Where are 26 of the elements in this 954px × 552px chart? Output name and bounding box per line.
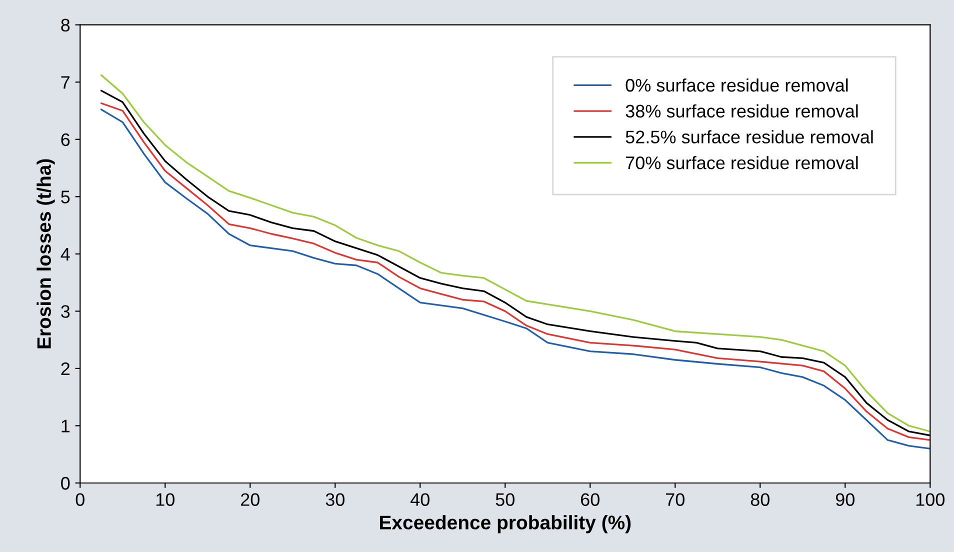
y-tick-label: 3 — [61, 305, 70, 318]
x-tick-label: 50 — [496, 493, 514, 506]
legend-label: 0% surface residue removal — [626, 78, 848, 92]
y-tick-label: 2 — [61, 362, 70, 375]
x-tick-label: 10 — [156, 493, 174, 506]
y-tick-label: 0 — [61, 476, 70, 490]
y-axis-title: Erosion losses (t/ha) — [36, 159, 55, 348]
x-tick-label: 70 — [666, 493, 684, 506]
legend-label: 70% surface residue removal — [626, 156, 858, 170]
y-tick-label: 6 — [61, 133, 70, 146]
x-tick-label: 90 — [836, 493, 854, 506]
x-tick-label: 100 — [916, 493, 945, 506]
x-tick-label: 30 — [326, 493, 344, 506]
y-tick-label: 5 — [61, 190, 70, 204]
x-tick-label: 0 — [76, 493, 84, 506]
x-tick-label: 20 — [241, 493, 260, 506]
x-tick-label: 80 — [750, 493, 770, 506]
y-tick-label: 7 — [61, 76, 70, 89]
legend-label: 52.5% surface residue removal — [626, 130, 873, 144]
x-tick-label: 60 — [581, 493, 600, 506]
x-tick-label: 40 — [410, 493, 430, 506]
legend-label: 38% surface residue removal — [626, 104, 858, 118]
y-tick-label: 1 — [62, 420, 70, 432]
y-tick-label: 8 — [61, 18, 70, 32]
x-axis-title: Exceedence probability (%) — [380, 515, 631, 534]
y-tick-label: 4 — [60, 248, 70, 260]
